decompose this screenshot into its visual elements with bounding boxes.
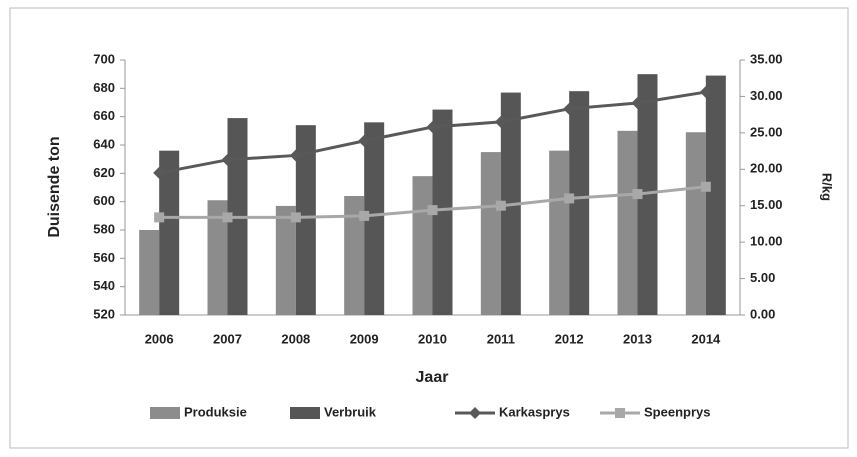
legend-label: Verbruik	[324, 404, 377, 419]
legend-label: Produksie	[184, 404, 247, 419]
x-tick-label: 2009	[350, 331, 379, 346]
bar	[295, 125, 316, 316]
y2-tick-label: 0.00	[750, 306, 775, 321]
line-marker	[495, 200, 506, 211]
y-tick-label: 560	[93, 250, 115, 265]
legend-swatch	[290, 407, 320, 419]
bar	[569, 91, 590, 316]
bar	[412, 176, 433, 315]
x-tick-label: 2012	[555, 331, 584, 346]
y2-tick-label: 15.00	[750, 197, 783, 212]
line-marker	[359, 210, 370, 221]
y2-tick-label: 35.00	[750, 51, 783, 66]
line-marker	[153, 166, 166, 179]
y-tick-label: 540	[93, 278, 115, 293]
line-marker	[221, 153, 234, 166]
bar	[549, 150, 570, 315]
x-tick-label: 2006	[145, 331, 174, 346]
bar	[705, 75, 726, 315]
x-tick-label: 2011	[487, 331, 515, 346]
x-tick-label: 2010	[418, 331, 447, 346]
legend-label: Speenprys	[644, 404, 710, 419]
line-marker	[358, 134, 371, 147]
y-tick-label: 580	[93, 221, 115, 236]
x-axis-title: Jaar	[416, 369, 449, 386]
line-marker	[699, 86, 712, 99]
bar	[685, 132, 706, 315]
x-tick-label: 2008	[281, 331, 310, 346]
line-marker	[631, 96, 644, 109]
line-marker	[426, 121, 439, 134]
line-marker	[700, 181, 711, 192]
y2-tick-label: 25.00	[750, 124, 783, 139]
line-marker	[290, 212, 301, 223]
y2-tick-label: 10.00	[750, 234, 783, 249]
bar	[637, 74, 658, 316]
legend-swatch	[150, 407, 180, 419]
y-tick-label: 620	[93, 165, 115, 180]
x-tick-label: 2014	[691, 331, 721, 346]
bar	[480, 152, 501, 315]
bar	[275, 205, 296, 315]
bar	[159, 150, 180, 315]
y2-axis-title: R/kg	[820, 173, 835, 201]
line-marker	[289, 149, 302, 162]
bar	[364, 122, 385, 315]
y2-tick-label: 5.00	[750, 270, 775, 285]
line-marker	[154, 212, 165, 223]
legend-label: Karkasprys	[499, 404, 570, 419]
line-marker	[564, 193, 575, 204]
y2-tick-label: 20.00	[750, 161, 783, 176]
y-tick-label: 640	[93, 136, 115, 151]
line-marker	[563, 102, 576, 115]
bar	[139, 230, 160, 315]
y-axis-title: Duisende ton	[46, 136, 63, 237]
y-tick-label: 680	[93, 80, 115, 95]
legend-marker	[469, 407, 481, 419]
line-marker	[632, 189, 643, 200]
line-marker	[494, 115, 507, 128]
x-tick-label: 2013	[623, 331, 652, 346]
legend-marker	[615, 408, 625, 418]
bar	[617, 130, 638, 315]
y-tick-label: 700	[93, 51, 115, 66]
y-tick-label: 660	[93, 108, 115, 123]
x-tick-label: 2007	[213, 331, 242, 346]
bar	[344, 196, 365, 315]
bar	[432, 109, 453, 315]
y-tick-label: 520	[93, 306, 115, 321]
line-marker	[427, 205, 438, 216]
y-tick-label: 600	[93, 193, 115, 208]
bar	[207, 200, 228, 315]
y2-tick-label: 30.00	[750, 88, 783, 103]
line-marker	[222, 212, 233, 223]
